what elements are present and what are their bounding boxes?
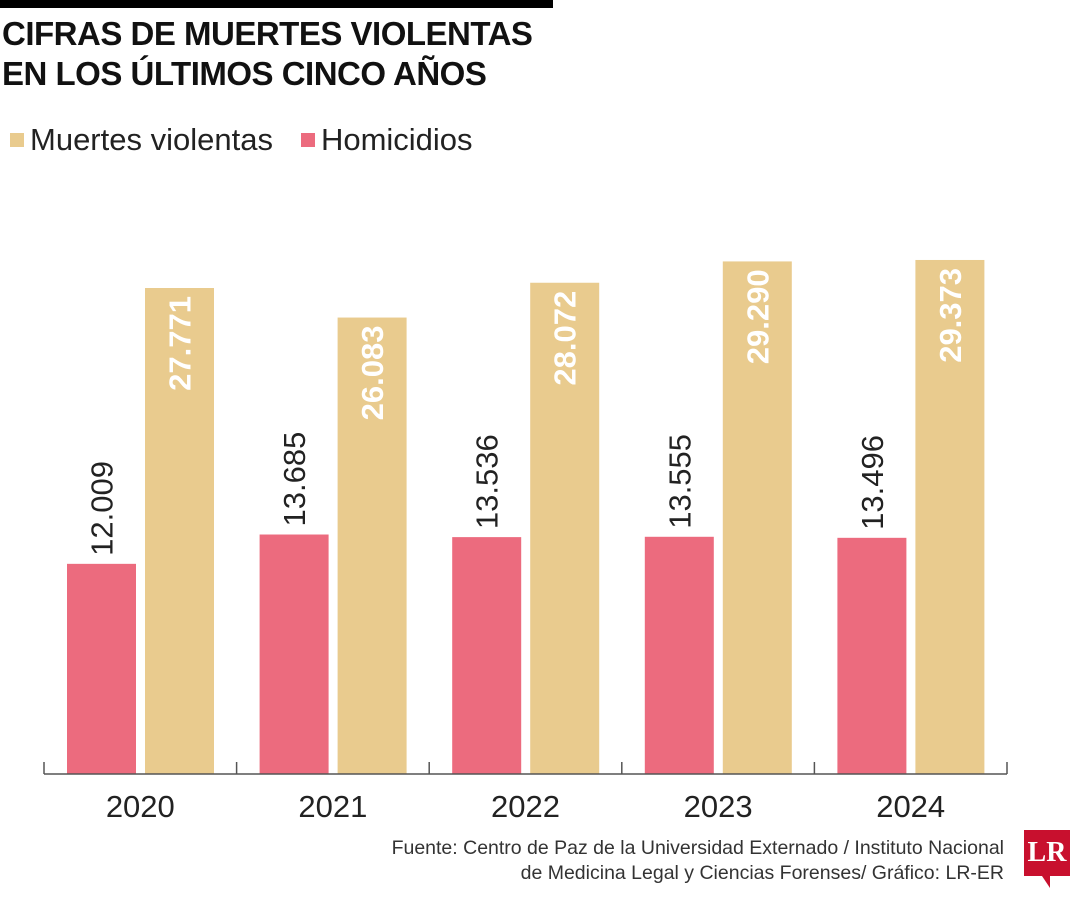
legend-item-homicidios: Homicidios <box>300 122 473 158</box>
data-label-homicidios: 13.536 <box>470 434 505 529</box>
title-line-2: EN LOS ÚLTIMOS CINCO AÑOS <box>2 55 487 92</box>
legend-swatch <box>10 133 24 147</box>
bar-homicidios-2024 <box>837 537 907 774</box>
data-label-homicidios: 13.685 <box>277 432 312 527</box>
x-tick-label: 2023 <box>684 789 753 824</box>
title-line-1: CIFRAS DE MUERTES VIOLENTAS <box>2 15 533 52</box>
legend: Muertes violentas Homicidios <box>10 122 501 158</box>
bar-homicidios-2022 <box>452 537 522 774</box>
bar-homicidios-2021 <box>259 534 329 774</box>
chart-title: CIFRAS DE MUERTES VIOLENTAS EN LOS ÚLTIM… <box>2 14 533 94</box>
data-label-muertes: 29.290 <box>740 269 775 364</box>
data-label-homicidios: 12.009 <box>85 461 120 556</box>
data-label-muertes: 26.083 <box>355 326 390 421</box>
x-tick-label: 2020 <box>106 789 175 824</box>
data-label-homicidios: 13.496 <box>855 435 890 530</box>
bar-homicidios-2020 <box>67 563 136 774</box>
legend-swatch <box>300 133 315 147</box>
data-label-homicidios: 13.555 <box>662 434 697 529</box>
source-line: de Medicina Legal y Ciencias Forenses/ G… <box>520 862 1004 884</box>
bar-muertes-2024 <box>915 259 985 774</box>
source-note: Fuente: Centro de Paz de la Universidad … <box>392 836 1004 886</box>
data-label-muertes: 28.072 <box>548 291 583 386</box>
source-line: Fuente: Centro de Paz de la Universidad … <box>391 837 1004 859</box>
legend-item-muertes: Muertes violentas <box>10 122 273 158</box>
bar-muertes-2023 <box>722 261 792 774</box>
lr-logo: LR <box>1024 830 1070 888</box>
x-tick-label: 2021 <box>298 789 367 824</box>
legend-label: Muertes violentas <box>30 122 273 157</box>
legend-label: Homicidios <box>320 122 473 157</box>
bar-muertes-2022 <box>530 282 600 774</box>
bar-muertes-2020 <box>145 288 214 774</box>
bar-muertes-2021 <box>337 317 407 774</box>
data-label-muertes: 27.771 <box>163 296 198 391</box>
bar-homicidios-2023 <box>644 536 714 774</box>
top-rule <box>0 0 553 8</box>
x-tick-label: 2024 <box>876 789 945 824</box>
x-tick-label: 2022 <box>491 789 560 824</box>
data-label-muertes: 29.373 <box>933 268 968 363</box>
